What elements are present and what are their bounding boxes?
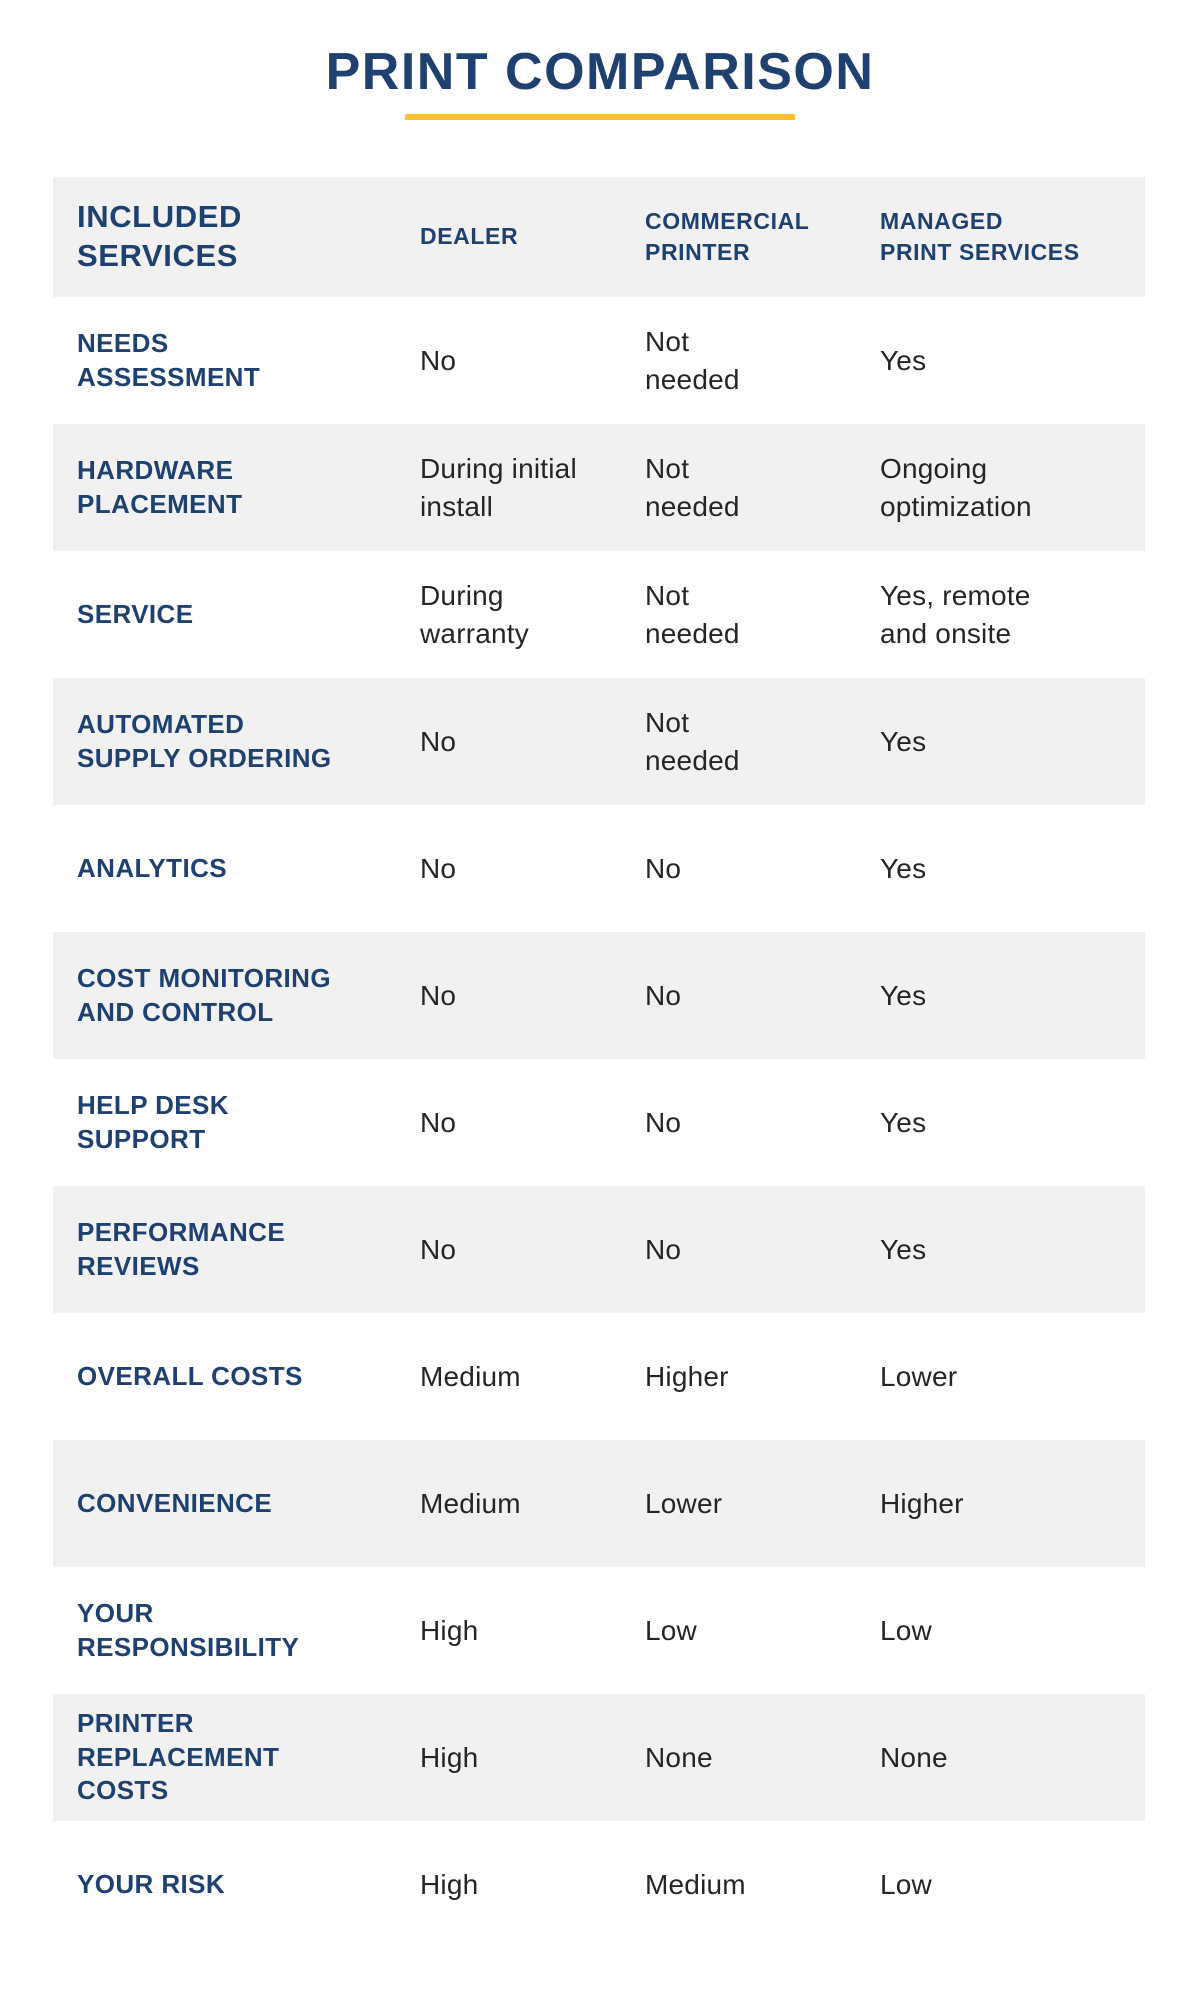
row-label: NEEDS ASSESSMENT bbox=[77, 327, 261, 392]
cell-value: No bbox=[645, 1106, 682, 1138]
row-label: OVERALL COSTS bbox=[77, 1360, 303, 1391]
table-row: YOUR RESPONSIBILITY High Low Low bbox=[53, 1567, 1145, 1694]
cell-value: High bbox=[420, 1614, 479, 1646]
cell-value: Low bbox=[880, 1868, 932, 1900]
cell-value: Medium bbox=[645, 1868, 746, 1900]
cell-value: No bbox=[645, 1233, 682, 1265]
table-row: HELP DESK SUPPORT No No Yes bbox=[53, 1059, 1145, 1186]
cell-value: No bbox=[420, 852, 457, 884]
cell-value: Lower bbox=[880, 1360, 958, 1392]
cell-value: Not needed bbox=[645, 452, 740, 522]
cell-value: Medium bbox=[420, 1360, 521, 1392]
cell-value: No bbox=[645, 979, 682, 1011]
cell-value: Ongoing optimization bbox=[880, 452, 1032, 522]
cell-value: Not needed bbox=[645, 706, 740, 776]
cell-value: Higher bbox=[645, 1360, 729, 1392]
title-underline bbox=[405, 114, 795, 120]
cell-value: Yes bbox=[880, 1106, 927, 1138]
row-label: YOUR RISK bbox=[77, 1868, 226, 1899]
table-row: CONVENIENCE Medium Lower Higher bbox=[53, 1440, 1145, 1567]
cell-value: During initial install bbox=[420, 452, 577, 522]
cell-value: Higher bbox=[880, 1487, 964, 1519]
column-header-dealer: DEALER bbox=[420, 223, 519, 250]
column-header-included-services: INCLUDED SERVICES bbox=[77, 199, 242, 273]
cell-value: Lower bbox=[645, 1487, 723, 1519]
table-row: AUTOMATED SUPPLY ORDERING No Not needed … bbox=[53, 678, 1145, 805]
cell-value: High bbox=[420, 1741, 479, 1773]
cell-value: Not needed bbox=[645, 325, 740, 395]
cell-value: Yes bbox=[880, 725, 927, 757]
table-row: HARDWARE PLACEMENT During initial instal… bbox=[53, 424, 1145, 551]
row-label: YOUR RESPONSIBILITY bbox=[77, 1597, 300, 1662]
cell-value: Low bbox=[645, 1614, 697, 1646]
row-label: SERVICE bbox=[77, 598, 194, 629]
row-label: COST MONITORING AND CONTROL bbox=[77, 962, 331, 1027]
row-label: PERFORMANCE REVIEWS bbox=[77, 1216, 286, 1281]
cell-value: None bbox=[880, 1741, 948, 1773]
cell-value: Medium bbox=[420, 1487, 521, 1519]
table-row: PRINTER REPLACEMENT COSTS High None None bbox=[53, 1694, 1145, 1821]
table-row: OVERALL COSTS Medium Higher Lower bbox=[53, 1313, 1145, 1440]
row-label: AUTOMATED SUPPLY ORDERING bbox=[77, 708, 332, 773]
cell-value: No bbox=[420, 344, 457, 376]
cell-value: Low bbox=[880, 1614, 932, 1646]
column-header-managed-print-services: MANAGED PRINT SERVICES bbox=[880, 207, 1080, 265]
cell-value: Yes bbox=[880, 979, 927, 1011]
table-row: ANALYTICS No No Yes bbox=[53, 805, 1145, 932]
cell-value: No bbox=[420, 979, 457, 1011]
column-header-commercial-printer: COMMERCIAL PRINTER bbox=[645, 207, 810, 265]
row-label: ANALYTICS bbox=[77, 852, 227, 883]
table-row: PERFORMANCE REVIEWS No No Yes bbox=[53, 1186, 1145, 1313]
table-row: NEEDS ASSESSMENT No Not needed Yes bbox=[53, 297, 1145, 424]
cell-value: No bbox=[420, 725, 457, 757]
cell-value: Yes bbox=[880, 1233, 927, 1265]
table-row: COST MONITORING AND CONTROL No No Yes bbox=[53, 932, 1145, 1059]
page-title: PRINT COMPARISON bbox=[325, 43, 875, 101]
comparison-table: INCLUDED SERVICES DEALER COMMERCIAL PRIN… bbox=[53, 177, 1145, 1948]
row-label: HARDWARE PLACEMENT bbox=[77, 454, 243, 519]
row-label: PRINTER REPLACEMENT COSTS bbox=[77, 1707, 280, 1806]
row-label: CONVENIENCE bbox=[77, 1487, 273, 1518]
cell-value: No bbox=[645, 852, 682, 884]
cell-value: During warranty bbox=[420, 579, 529, 649]
cell-value: No bbox=[420, 1106, 457, 1138]
cell-value: Yes bbox=[880, 852, 927, 884]
cell-value: Yes, remote and onsite bbox=[880, 579, 1031, 649]
cell-value: None bbox=[645, 1741, 713, 1773]
cell-value: No bbox=[420, 1233, 457, 1265]
row-label: HELP DESK SUPPORT bbox=[77, 1089, 229, 1154]
table-row: YOUR RISK High Medium Low bbox=[53, 1821, 1145, 1948]
cell-value: Not needed bbox=[645, 579, 740, 649]
cell-value: High bbox=[420, 1868, 479, 1900]
table-row: SERVICE During warranty Not needed Yes, … bbox=[53, 551, 1145, 678]
table-header-row: INCLUDED SERVICES DEALER COMMERCIAL PRIN… bbox=[53, 177, 1145, 297]
cell-value: Yes bbox=[880, 344, 927, 376]
